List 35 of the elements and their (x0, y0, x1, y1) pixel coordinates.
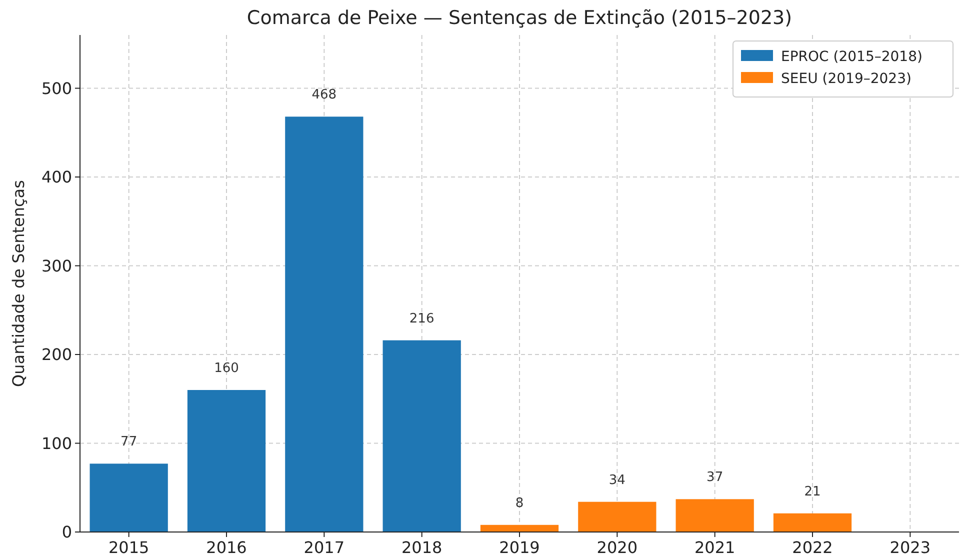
bar (578, 502, 656, 532)
legend-label: SEEU (2019–2023) (781, 70, 912, 87)
y-tick-label: 200 (41, 345, 72, 364)
data-label: 34 (608, 472, 626, 488)
x-tick-label: 2017 (304, 538, 345, 557)
y-tick-label: 300 (41, 256, 72, 276)
bar (187, 390, 266, 532)
x-tick-label: 2023 (890, 538, 931, 557)
bar (773, 513, 852, 532)
bar (285, 116, 364, 532)
data-label: 77 (120, 434, 138, 450)
data-label: 21 (804, 484, 821, 500)
x-tick-label: 2015 (108, 538, 150, 557)
legend-label: EPROC (2015–2018) (781, 48, 922, 65)
x-tick-label: 2022 (792, 538, 833, 557)
y-axis-title: Quantidade de Sentenças (9, 180, 28, 387)
data-label: 468 (312, 88, 337, 103)
data-label: 8 (515, 496, 524, 511)
y-tick-label: 0 (62, 522, 72, 542)
x-tick-label: 2016 (206, 538, 247, 557)
data-label: 160 (214, 361, 239, 376)
y-tick-label: 500 (41, 78, 72, 98)
y-tick-label: 100 (41, 434, 72, 453)
data-label: 216 (409, 311, 434, 326)
y-tick-label: 400 (41, 168, 72, 187)
x-tick-label: 2018 (401, 538, 442, 557)
x-tick-label: 2019 (499, 538, 540, 557)
x-tick-label: 2021 (694, 538, 736, 557)
bar (382, 340, 461, 532)
bar (676, 499, 754, 532)
x-tick-label: 2020 (596, 538, 638, 557)
data-label: 37 (706, 470, 724, 486)
bar (480, 524, 559, 532)
chart-title: Comarca de Peixe — Sentenças de Extinção (2015–2023) (246, 7, 792, 29)
bar (90, 464, 168, 532)
